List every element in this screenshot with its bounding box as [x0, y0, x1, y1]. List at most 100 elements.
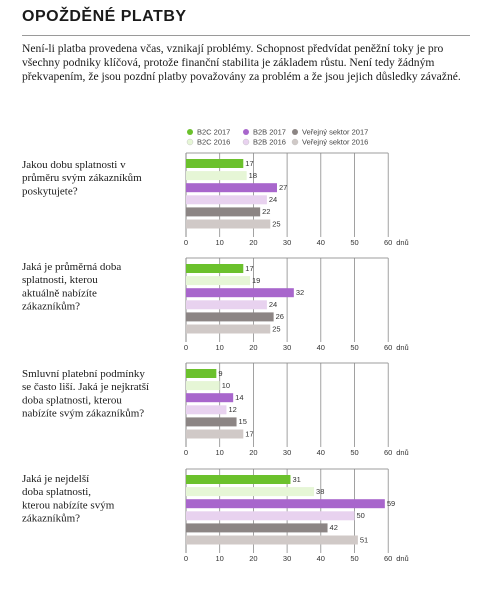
panel-1-bar-4	[186, 195, 267, 205]
panel-1-tick-0: 0	[184, 238, 188, 247]
panel-3-tick-0: 0	[184, 448, 188, 457]
panel-2-unit-label: dnů	[396, 343, 409, 352]
panel-4-value-3: 59	[387, 499, 395, 508]
panel-2-value-3: 32	[296, 288, 304, 297]
panel-1-bar-2	[186, 171, 247, 181]
panel-4-value-1: 31	[292, 475, 300, 484]
legend-swatch-6	[291, 138, 299, 146]
panel-1-question-line-1: Jakou dobu splatnosti v	[22, 159, 126, 171]
panel-3-value-2: 10	[222, 381, 230, 390]
panel-1-tick-60: 60	[384, 238, 392, 247]
panel-2-question-line-2: splatnosti, kterou	[22, 274, 98, 286]
panel-3-bar-4	[186, 405, 227, 415]
panel-4-tick-10: 10	[216, 554, 224, 563]
panel-4-tick-20: 20	[249, 554, 257, 563]
panel-1-question-line-3: poskytujete?	[22, 185, 78, 197]
panel-1-unit-label: dnů	[396, 238, 409, 247]
panel-2-question-line-1: Jaká je průměrná doba	[22, 261, 121, 273]
page-title: OPOŽDĚNÉ PLATBY	[22, 8, 187, 25]
panel-3-bar-5	[186, 417, 237, 427]
legend-label-4: B2B 2016	[253, 138, 286, 147]
panel-3-bar-1	[186, 369, 217, 378]
panel-2-tick-40: 40	[317, 343, 325, 352]
panel-4-tick-0: 0	[184, 554, 188, 563]
panel-3-question-line-4: nabízíte svým zákazníkům?	[22, 408, 144, 420]
panel-4-bar-4	[186, 511, 355, 521]
legend-label-1: B2C 2017	[197, 128, 230, 137]
panel-4-tick-30: 30	[283, 554, 291, 563]
panel-4-value-6: 51	[360, 535, 368, 544]
panel-4-tick-40: 40	[317, 554, 325, 563]
panel-3-unit-label: dnů	[396, 448, 409, 457]
panel-2-question-line-4: zákazníkům?	[22, 301, 80, 313]
panel-1-tick-50: 50	[350, 238, 358, 247]
panel-3-value-4: 12	[228, 405, 236, 414]
panel-1-value-1: 17	[245, 159, 253, 168]
panel-2-bar-4	[186, 300, 267, 310]
panel-4-question-line-2: doba splatnosti,	[22, 486, 91, 498]
legend-swatch-5	[292, 129, 298, 135]
legend-label-2: B2C 2016	[197, 138, 230, 147]
panel-4-value-2: 38	[316, 487, 324, 496]
panel-1-value-2: 18	[249, 171, 257, 180]
intro-paragraph: Není-li platba provedena včas, vznikají …	[22, 42, 461, 84]
panel-2-value-1: 17	[245, 264, 253, 273]
panel-3-bar-3	[186, 393, 234, 403]
panel-3-value-6: 17	[245, 429, 253, 438]
panel-1-tick-40: 40	[317, 238, 325, 247]
title-divider	[22, 35, 470, 36]
legend-label-5: Veřejný sektor 2017	[302, 128, 368, 137]
panel-3-tick-40: 40	[317, 448, 325, 457]
panel-4-bar-1	[186, 475, 291, 484]
panel-4-question-line-3: kterou nabízíte svým	[22, 499, 115, 511]
panel-2-value-4: 24	[269, 300, 277, 309]
panel-3-tick-60: 60	[384, 448, 392, 457]
panel-2-tick-10: 10	[216, 343, 224, 352]
panel-3-value-1: 9	[218, 369, 222, 378]
panel-1-value-3: 27	[279, 183, 287, 192]
panel-3-value-5: 15	[239, 417, 247, 426]
legend-label-6: Veřejný sektor 2016	[302, 138, 368, 147]
panel-4-value-5: 42	[330, 523, 338, 532]
panel-2-tick-50: 50	[350, 343, 358, 352]
legend-swatch-2	[186, 138, 194, 146]
panel-4-question-line-1: Jaká je nejdelší	[22, 473, 89, 485]
panel-4-tick-50: 50	[350, 554, 358, 563]
legend-swatch-1	[187, 129, 193, 135]
panel-2-bar-1	[186, 264, 244, 273]
panel-4-bar-6	[186, 535, 358, 545]
panel-4-bar-3	[186, 499, 385, 509]
panel-1-question-line-2: průměru svým zákazníkům	[22, 172, 142, 184]
panel-2-value-5: 26	[276, 312, 284, 321]
panel-4-question-line-4: zákazníkům?	[22, 513, 80, 525]
panel-1-bar-5	[186, 207, 261, 217]
panel-1-value-6: 25	[272, 219, 280, 228]
panel-1-bar-1	[186, 159, 244, 168]
legend-swatch-3	[243, 129, 249, 135]
panel-2-question-line-3: aktuálně nabízíte	[22, 287, 97, 299]
panel-4-tick-60: 60	[384, 554, 392, 563]
panel-4-bar-2	[186, 487, 315, 497]
panel-1-tick-30: 30	[283, 238, 291, 247]
panel-1-value-4: 24	[269, 195, 277, 204]
panel-3-tick-20: 20	[249, 448, 257, 457]
panel-3-bar-6	[186, 429, 244, 439]
panel-3-tick-10: 10	[216, 448, 224, 457]
panel-2-value-2: 19	[252, 276, 260, 285]
panel-2-bar-6	[186, 324, 271, 334]
panel-4-value-4: 50	[357, 511, 365, 520]
panel-3-question-line-3: doba splatnosti, kterou	[22, 394, 122, 406]
panel-2-bar-3	[186, 288, 294, 298]
panel-2-tick-60: 60	[384, 343, 392, 352]
panel-3-question-line-2: se často liší. Jaká je nejkratší	[22, 381, 149, 393]
panel-2-bar-2	[186, 276, 251, 286]
panel-1-bar-6	[186, 219, 271, 229]
panel-2-tick-30: 30	[283, 343, 291, 352]
panel-3-question-line-1: Smluvní platební podmínky	[22, 368, 145, 380]
panel-4-bar-5	[186, 523, 328, 533]
panel-1-bar-3	[186, 183, 277, 193]
panel-2-value-6: 25	[272, 324, 280, 333]
panel-1-tick-20: 20	[249, 238, 257, 247]
legend-label-3: B2B 2017	[253, 128, 286, 137]
